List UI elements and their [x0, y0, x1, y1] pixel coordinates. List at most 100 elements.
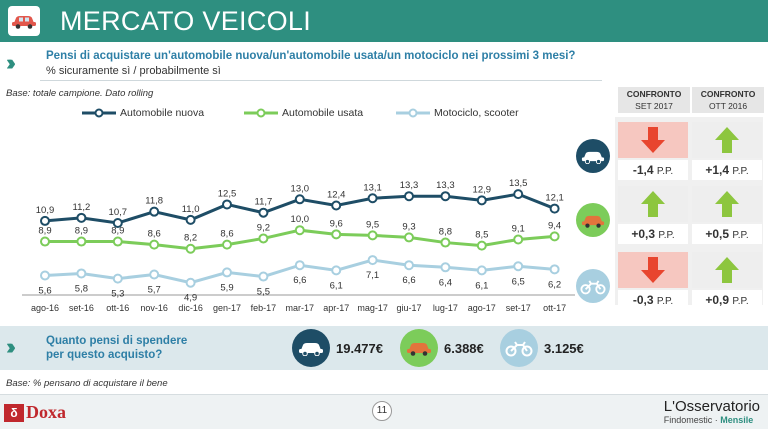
delta-value: +1,4	[705, 163, 733, 177]
delta-unit: P.P.	[658, 230, 675, 241]
spend-item-moto: 3.125€	[500, 329, 584, 367]
data-label: 11,7	[255, 197, 273, 208]
arrow-up-icon	[618, 186, 688, 222]
data-label: 7,1	[366, 270, 379, 281]
data-label: 11,2	[73, 202, 91, 213]
delta-value: -0,3	[632, 293, 657, 307]
comparison-value: +1,4 P.P.	[692, 160, 762, 180]
data-point	[513, 234, 524, 245]
data-label: 9,5	[366, 219, 379, 230]
data-label: 9,4	[548, 220, 561, 231]
data-label: 11,8	[145, 196, 163, 207]
data-label: 8,9	[75, 226, 88, 237]
data-point	[476, 265, 487, 276]
data-label: 8,6	[220, 229, 233, 240]
legend-item-nuova: Automobile nuova	[82, 107, 204, 119]
data-point	[185, 214, 196, 225]
data-point	[222, 199, 232, 210]
delta-unit: P.P.	[732, 166, 749, 177]
data-label: 10,7	[109, 207, 128, 218]
data-point	[112, 217, 123, 228]
spend-bar	[0, 326, 768, 370]
data-point	[367, 193, 378, 204]
spend-amount: 6.388€	[444, 340, 484, 356]
data-label: 9,2	[257, 222, 270, 233]
x-tick-label: ago-17	[468, 303, 496, 313]
data-point	[549, 203, 560, 214]
data-point	[258, 233, 269, 244]
arrow-up-icon	[692, 186, 762, 222]
used-car-icon	[576, 203, 610, 237]
chevrons-icon: ›››	[6, 334, 16, 359]
data-label: 6,4	[439, 277, 452, 288]
legend-label: Motociclo, scooter	[434, 107, 519, 119]
data-label: 13,3	[436, 180, 455, 191]
data-point	[149, 269, 160, 280]
motorcycle-icon	[500, 329, 538, 367]
legend-item-usata: Automobile usata	[244, 107, 363, 119]
data-label: 8,2	[184, 233, 197, 244]
spend-amount: 19.477€	[336, 340, 383, 356]
data-point	[149, 239, 160, 250]
spend-item-nuova: 19.477€	[292, 329, 383, 367]
page-number: 11	[372, 401, 392, 421]
data-point	[76, 236, 87, 247]
data-label: 6,6	[293, 275, 306, 286]
line-chart: ago-16 set-16 ott-16 nov-16 dic-16 gen-17 feb-…	[22, 178, 575, 313]
data-label: 12,9	[473, 184, 492, 195]
data-label: 13,3	[400, 180, 419, 191]
data-point	[440, 262, 451, 273]
data-point	[76, 268, 87, 279]
header-bar	[0, 0, 768, 42]
data-label: 5,6	[38, 286, 51, 297]
data-label: 12,1	[545, 193, 564, 204]
x-tick-label: feb-17	[251, 303, 277, 313]
data-point	[367, 230, 378, 241]
x-tick-label: mar-17	[286, 303, 315, 313]
base-note-2: Base: % pensano di acquistare il bene	[6, 378, 168, 389]
delta-unit: P.P.	[656, 166, 674, 177]
data-point	[258, 271, 269, 282]
data-label: 13,1	[363, 182, 382, 193]
data-point	[513, 189, 524, 200]
x-tick-label: ott-17	[543, 303, 566, 313]
divider	[40, 80, 602, 81]
comparison-value: +0,3 P.P.	[618, 224, 688, 244]
x-tick-label: set-17	[506, 303, 531, 313]
data-label: 8,8	[439, 227, 452, 238]
data-label: 13,5	[509, 178, 528, 189]
base-note: Base: totale campione. Dato rolling	[6, 88, 154, 99]
data-point	[440, 191, 451, 202]
x-tick-label: nov-16	[140, 303, 168, 313]
comparison-value: +0,9 P.P.	[692, 290, 762, 310]
used-car-icon	[400, 329, 438, 367]
question-subtext: % sicuramente sì / probabilmente sì	[46, 65, 221, 77]
comparison-header-ott: CONFRONTO OTT 2016	[692, 87, 764, 113]
doxa-brand: Doxa	[26, 402, 66, 422]
data-label: 9,1	[512, 223, 525, 234]
arrow-up-icon	[692, 122, 762, 158]
x-tick-label: lug-17	[433, 303, 458, 313]
data-label: 9,6	[330, 218, 343, 229]
comparison-header-sub: OTT 2016	[708, 101, 748, 111]
data-point	[185, 277, 196, 288]
data-point	[476, 240, 487, 251]
comparison-header-title: CONFRONTO	[700, 89, 756, 99]
data-point	[331, 265, 342, 276]
x-tick-label: set-16	[69, 303, 94, 313]
car-icon	[8, 6, 40, 36]
data-label: 6,6	[402, 275, 415, 286]
data-point	[294, 260, 305, 271]
data-label: 12,5	[218, 188, 237, 199]
x-tick-label: dic-16	[178, 303, 203, 313]
question-text: Pensi di acquistare un'automobile nuova/…	[46, 50, 576, 62]
data-label: 6,2	[548, 279, 561, 290]
data-point	[112, 236, 123, 247]
osservatorio-logo: L'Osservatorio Findomestic · Mensile	[664, 398, 760, 425]
x-tick-label: ott-16	[106, 303, 129, 313]
data-label: 8,9	[38, 226, 51, 237]
chevrons-icon: ›››	[6, 50, 16, 75]
data-point	[294, 225, 305, 236]
data-label: 9,3	[402, 221, 415, 232]
delta-value: +0,5	[705, 227, 733, 241]
